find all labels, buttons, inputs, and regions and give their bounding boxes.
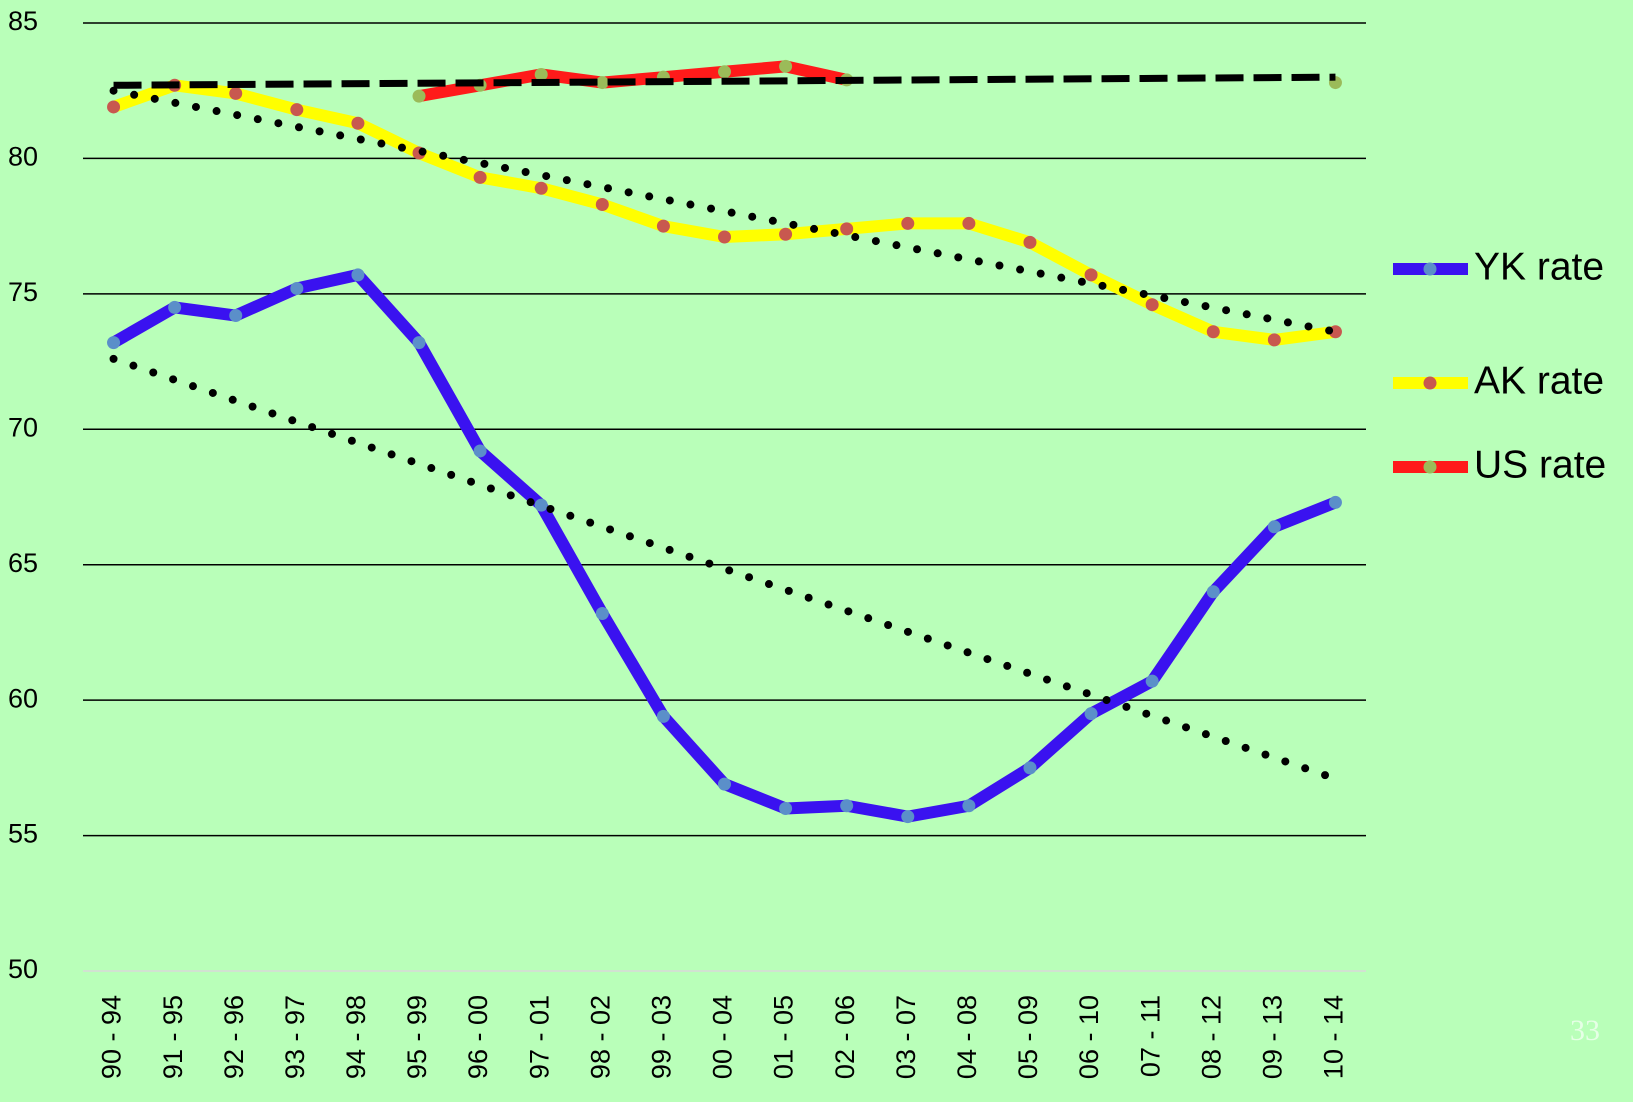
data-point [473, 170, 487, 184]
data-point [412, 89, 426, 103]
data-point [229, 86, 243, 100]
data-point [1084, 707, 1098, 721]
trend-line [113, 73, 1336, 89]
x-tick-label: 02 - 06 [830, 995, 860, 1079]
data-point [1023, 761, 1037, 775]
y-tick-label: 60 [8, 683, 38, 713]
trend-line [109, 86, 1340, 336]
data-point [595, 197, 609, 211]
data-point [1206, 585, 1220, 599]
y-tick-label: 80 [8, 142, 38, 172]
x-tick-label: 99 - 03 [647, 995, 677, 1079]
x-tick-label: 06 - 10 [1074, 995, 1104, 1079]
x-tick-label: 94 - 98 [341, 995, 371, 1079]
data-point [718, 65, 731, 79]
data-point [534, 498, 548, 512]
data-point [840, 222, 854, 236]
data-point [840, 799, 854, 813]
legend-label: US rate [1474, 443, 1606, 486]
data-point [229, 309, 243, 323]
data-point [534, 181, 548, 195]
x-tick-label: 90 - 94 [97, 995, 127, 1079]
data-point [656, 709, 670, 723]
x-tick-label: 91 - 95 [158, 995, 188, 1079]
data-point [595, 76, 609, 90]
data-point [168, 300, 182, 314]
data-point [351, 268, 365, 282]
y-tick-label: 70 [8, 412, 38, 442]
x-tick-label: 92 - 96 [219, 995, 249, 1079]
legend-marker [1423, 262, 1437, 276]
x-tick-label: 96 - 00 [463, 995, 493, 1079]
x-tick-label: 08 - 12 [1196, 995, 1226, 1079]
data-point [1267, 333, 1281, 347]
data-point [718, 777, 731, 791]
x-tick-label: 95 - 99 [402, 995, 432, 1079]
legend-label: AK rate [1474, 359, 1604, 402]
data-point [107, 336, 121, 350]
y-tick-label: 85 [8, 6, 38, 36]
x-tick-label: 09 - 13 [1257, 995, 1287, 1079]
data-point [290, 103, 304, 117]
data-point [1084, 268, 1098, 282]
data-point [595, 606, 609, 620]
legend-marker [1423, 460, 1437, 474]
data-point [412, 336, 426, 350]
data-point [534, 67, 548, 81]
data-point [962, 216, 976, 230]
data-point [901, 216, 915, 230]
legend-label: YK rate [1474, 245, 1604, 288]
x-tick-label: 10 - 14 [1319, 995, 1349, 1079]
legend-marker [1423, 376, 1437, 390]
data-point [1145, 674, 1159, 688]
y-tick-label: 55 [8, 819, 38, 849]
data-point [779, 801, 793, 815]
data-point [962, 799, 976, 813]
data-point [351, 116, 365, 130]
data-point [779, 227, 793, 241]
x-tick-label: 98 - 02 [585, 995, 615, 1079]
x-tick-label: 01 - 05 [769, 995, 799, 1079]
y-tick-label: 50 [8, 954, 38, 984]
data-point [718, 230, 731, 244]
data-point [1206, 325, 1220, 339]
slide-number: 33 [1570, 1014, 1600, 1047]
y-tick-label: 65 [8, 548, 38, 578]
x-tick-label: 04 - 08 [952, 995, 982, 1079]
data-point [656, 219, 670, 233]
x-tick-label: 07 - 11 [1135, 995, 1165, 1077]
x-tick-label: 97 - 01 [524, 995, 554, 1079]
y-tick-label: 75 [8, 277, 38, 307]
data-point [1023, 235, 1037, 249]
x-tick-label: 03 - 07 [891, 995, 921, 1079]
data-point [107, 100, 121, 114]
x-tick-label: 93 - 97 [280, 995, 310, 1079]
data-point [1145, 298, 1159, 312]
data-point [1328, 495, 1342, 509]
data-point [779, 59, 793, 73]
x-tick-label: 05 - 09 [1013, 995, 1043, 1079]
data-point [473, 444, 487, 458]
data-point [901, 810, 915, 824]
x-tick-label: 00 - 04 [708, 995, 738, 1079]
data-point [1267, 520, 1281, 534]
data-point [290, 281, 304, 295]
